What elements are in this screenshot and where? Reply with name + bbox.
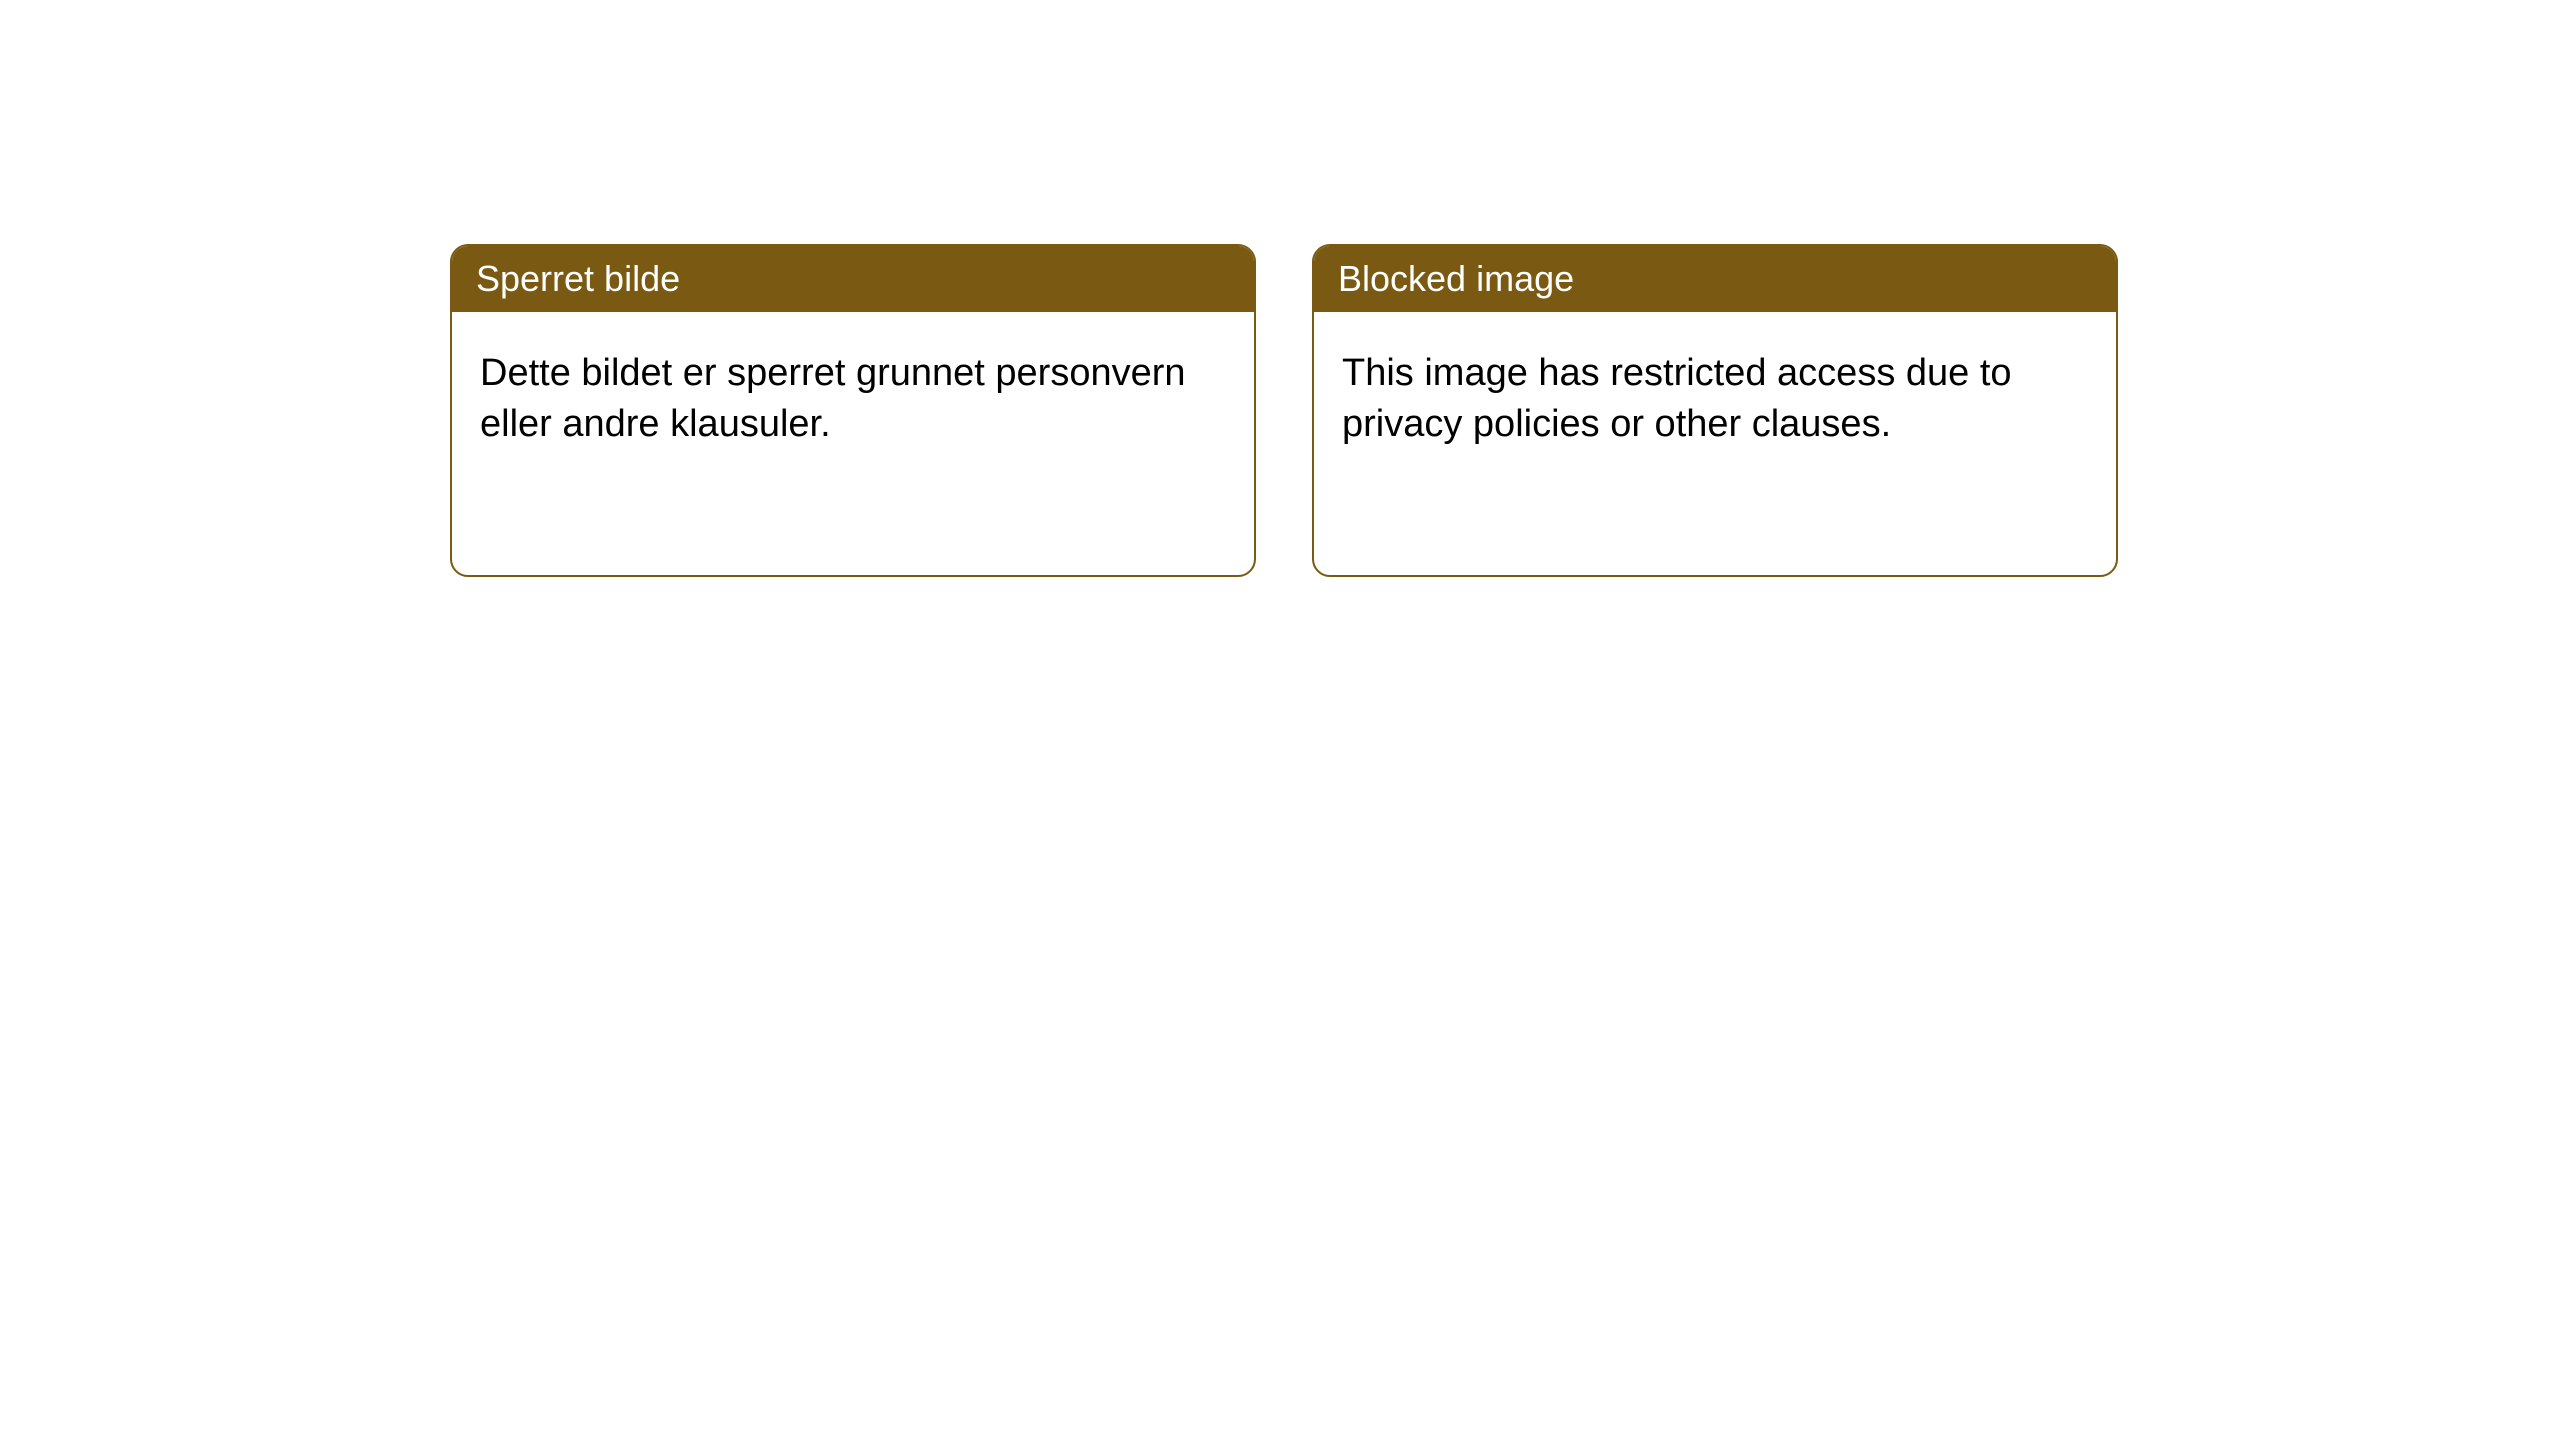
card-message-en: This image has restricted access due to … xyxy=(1342,352,2012,445)
blocked-image-card-no: Sperret bilde Dette bildet er sperret gr… xyxy=(450,244,1256,577)
card-body-no: Dette bildet er sperret grunnet personve… xyxy=(452,312,1254,487)
blocked-image-card-en: Blocked image This image has restricted … xyxy=(1312,244,2118,577)
card-message-no: Dette bildet er sperret grunnet personve… xyxy=(480,352,1186,445)
notice-container: Sperret bilde Dette bildet er sperret gr… xyxy=(0,0,2560,577)
card-header-no: Sperret bilde xyxy=(452,246,1254,312)
card-body-en: This image has restricted access due to … xyxy=(1314,312,2116,487)
card-title-no: Sperret bilde xyxy=(476,258,680,299)
card-title-en: Blocked image xyxy=(1338,258,1574,299)
card-header-en: Blocked image xyxy=(1314,246,2116,312)
